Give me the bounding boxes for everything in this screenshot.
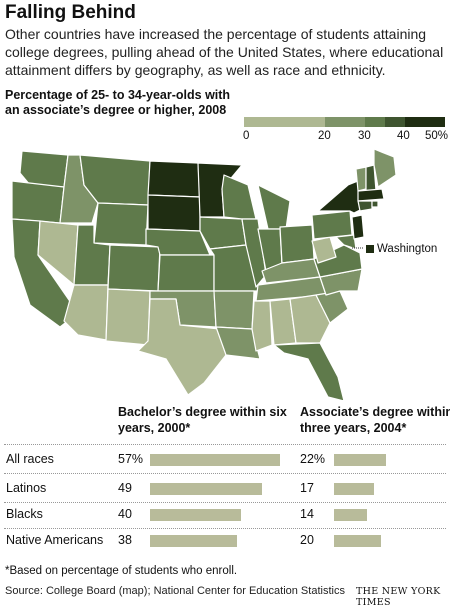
bachelor-bar xyxy=(150,509,242,521)
state-connecticut xyxy=(357,200,373,212)
row-divider xyxy=(4,444,446,445)
associate-value: 22% xyxy=(300,452,326,466)
intro-text: Other countries have increased the perce… xyxy=(5,26,444,78)
state-washington xyxy=(19,150,69,188)
state-maine xyxy=(373,148,397,188)
row-label: All races xyxy=(6,452,54,466)
row-label: Blacks xyxy=(6,507,43,521)
state-ohio xyxy=(279,224,315,264)
row-divider xyxy=(4,502,446,503)
state-wisconsin xyxy=(221,174,257,220)
state-rhode-island xyxy=(371,200,379,208)
state-georgia xyxy=(289,294,331,344)
state-north-dakota xyxy=(147,160,201,198)
row-divider xyxy=(4,473,446,474)
state-massachusetts xyxy=(357,188,385,202)
scale-tick-50: 50% xyxy=(425,130,449,142)
state-vermont xyxy=(355,166,367,192)
associate-header: Associate’s degree within three years, 2… xyxy=(300,405,450,435)
scale-tick-20: 20 xyxy=(318,130,331,142)
bachelor-value: 49 xyxy=(118,481,132,495)
state-south-dakota xyxy=(147,194,201,232)
table-row: Latinos 49 17 xyxy=(0,476,450,502)
bachelor-bar xyxy=(150,454,280,466)
state-texas xyxy=(137,298,227,396)
table-row: Blacks 40 14 xyxy=(0,502,450,528)
state-oregon xyxy=(11,180,65,224)
state-michigan xyxy=(257,184,291,230)
scale-bin-20-30 xyxy=(325,117,365,127)
bachelor-header: Bachelor’s degree within six years, 2000… xyxy=(118,405,287,435)
bachelor-value: 38 xyxy=(118,533,132,547)
state-arizona xyxy=(63,284,109,341)
row-divider xyxy=(4,528,446,529)
state-colorado xyxy=(107,244,161,292)
scale-bin-35-40 xyxy=(385,117,405,127)
source-line: Source: College Board (map); National Ce… xyxy=(5,585,345,597)
state-new-mexico xyxy=(105,288,151,346)
scale-bin-40-50 xyxy=(405,117,445,127)
state-pennsylvania xyxy=(311,210,353,240)
state-maryland xyxy=(335,234,357,250)
state-louisiana xyxy=(215,326,261,360)
associate-value: 20 xyxy=(300,533,314,547)
associate-bar xyxy=(334,483,375,495)
nyt-credit: THE NEW YORK TIMES xyxy=(356,586,441,608)
row-label: Latinos xyxy=(6,481,47,495)
state-iowa xyxy=(199,216,247,250)
table-row: All races 57% 22% xyxy=(0,447,450,473)
table-row: Native Americans 38 20 xyxy=(0,528,450,554)
scale-tick-30: 30 xyxy=(358,130,371,142)
state-new-jersey xyxy=(351,214,365,240)
state-virginia xyxy=(313,244,363,278)
bachelor-bar xyxy=(150,483,262,495)
row-label: Native Americans xyxy=(6,533,104,547)
state-new-york xyxy=(317,180,363,214)
state-kansas xyxy=(157,254,215,292)
color-scale xyxy=(244,117,445,127)
state-arkansas xyxy=(213,290,255,330)
state-florida xyxy=(273,342,345,400)
footnote: *Based on percentage of students who enr… xyxy=(5,565,238,577)
state-mississippi xyxy=(251,300,273,352)
us-map xyxy=(11,148,397,400)
scale-tick-0: 0 xyxy=(243,130,250,142)
scale-bin-0-20 xyxy=(244,117,325,127)
dc-label: Washington xyxy=(377,243,438,255)
map-heading: Percentage of 25- to 34-year-olds with a… xyxy=(5,88,231,117)
associate-bar xyxy=(334,509,368,521)
bachelor-value: 57% xyxy=(118,452,144,466)
dc-swatch xyxy=(366,245,374,253)
bachelor-value: 40 xyxy=(118,507,132,521)
associate-bar xyxy=(334,454,386,466)
state-wyoming xyxy=(93,202,149,246)
bachelor-bar xyxy=(150,535,237,547)
scale-tick-40: 40 xyxy=(397,130,410,142)
associate-value: 17 xyxy=(300,481,314,495)
scale-bin-30-35 xyxy=(365,117,385,127)
associate-bar xyxy=(334,535,382,547)
associate-value: 14 xyxy=(300,507,314,521)
graphic-title: Falling Behind xyxy=(5,2,136,23)
